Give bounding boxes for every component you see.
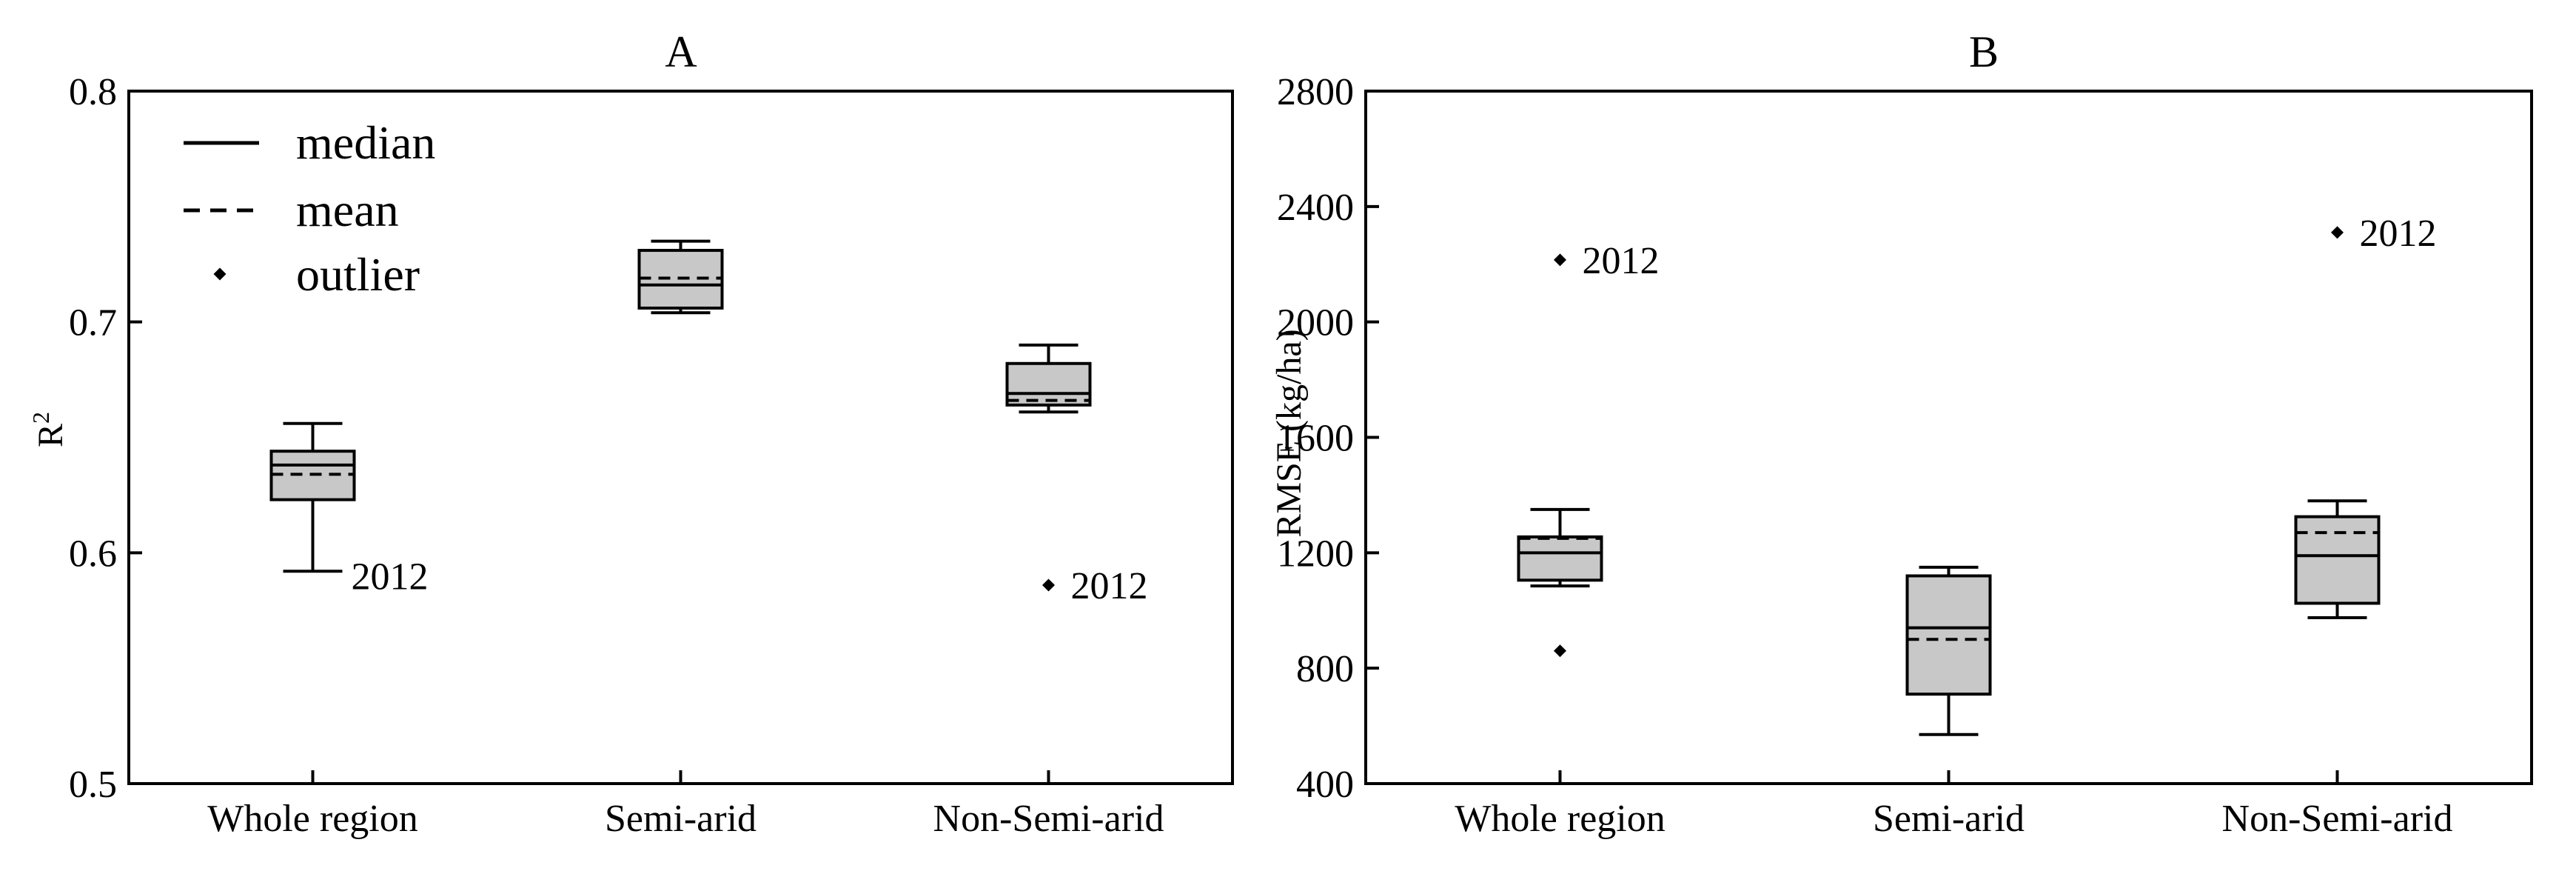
box-group: 2012 xyxy=(2294,213,2437,619)
panel-a-title: A xyxy=(665,27,697,76)
panel-a-y-axis-label-main: R xyxy=(31,424,70,447)
outlier-point xyxy=(1554,253,1566,267)
y-tick-label: 0.7 xyxy=(69,302,117,344)
panel-a-y-axis-label-superscript: 2 xyxy=(27,412,54,424)
box-group: 2012 xyxy=(1005,343,1148,607)
panel-b: B RMSE (kg/ha) 400 800 1200 1600 2000 2400 280… xyxy=(1269,27,2533,840)
box-group xyxy=(637,239,724,315)
y-tick-label: 2000 xyxy=(1277,302,1354,344)
x-tick-label: Whole region xyxy=(1455,798,1665,840)
panel-b-title: B xyxy=(1969,27,1999,76)
y-tick-label: 2800 xyxy=(1277,71,1354,113)
legend-median-label: median xyxy=(296,116,435,169)
outlier-point xyxy=(1554,644,1566,658)
box-group: 2012 xyxy=(269,421,429,598)
whisker-annotation: 2012 xyxy=(352,556,429,598)
outlier-label: 2012 xyxy=(1583,240,1660,282)
iqr-box xyxy=(1517,535,1603,582)
box-group xyxy=(1905,565,1992,736)
y-tick-label: 400 xyxy=(1296,764,1354,806)
y-tick-label: 2400 xyxy=(1277,187,1354,229)
x-tick-label: Non-Semi-arid xyxy=(933,798,1164,840)
y-tick-label: 1200 xyxy=(1277,533,1354,575)
legend-outlier-label: outlier xyxy=(296,248,420,301)
outlier-point xyxy=(2331,226,2344,239)
y-tick-label: 800 xyxy=(1296,648,1354,690)
x-tick-label: Non-Semi-arid xyxy=(2222,798,2453,840)
outlier-label: 2012 xyxy=(2360,213,2437,255)
iqr-box xyxy=(1005,361,1092,407)
panel-a-legend: median mean outlier xyxy=(184,116,435,301)
panel-a-y-axis-label: R2 xyxy=(27,412,70,447)
outlier-label: 2012 xyxy=(1071,565,1148,607)
y-tick-label: 0.8 xyxy=(69,71,117,113)
panel-b-y-axis-label: RMSE (kg/ha) xyxy=(1269,329,1309,537)
x-tick-label: Semi-arid xyxy=(1873,798,2025,840)
y-tick-label: 1600 xyxy=(1277,418,1354,460)
panel-a: A R2 median mean outlier 0.5 0.6 0.7 0.8 Who… xyxy=(27,27,1234,840)
x-tick-label: Whole region xyxy=(207,798,417,840)
x-tick-label: Semi-arid xyxy=(605,798,757,840)
y-tick-label: 0.6 xyxy=(69,533,117,575)
iqr-box xyxy=(2294,515,2381,605)
outlier-point xyxy=(1042,578,1055,592)
legend-mean-label: mean xyxy=(296,184,399,236)
plot-frame xyxy=(127,90,1234,785)
box-group: 2012 xyxy=(1517,240,1660,658)
iqr-box xyxy=(1905,574,1992,696)
legend-outlier-marker xyxy=(213,267,227,281)
y-tick-label: 0.5 xyxy=(69,764,117,806)
